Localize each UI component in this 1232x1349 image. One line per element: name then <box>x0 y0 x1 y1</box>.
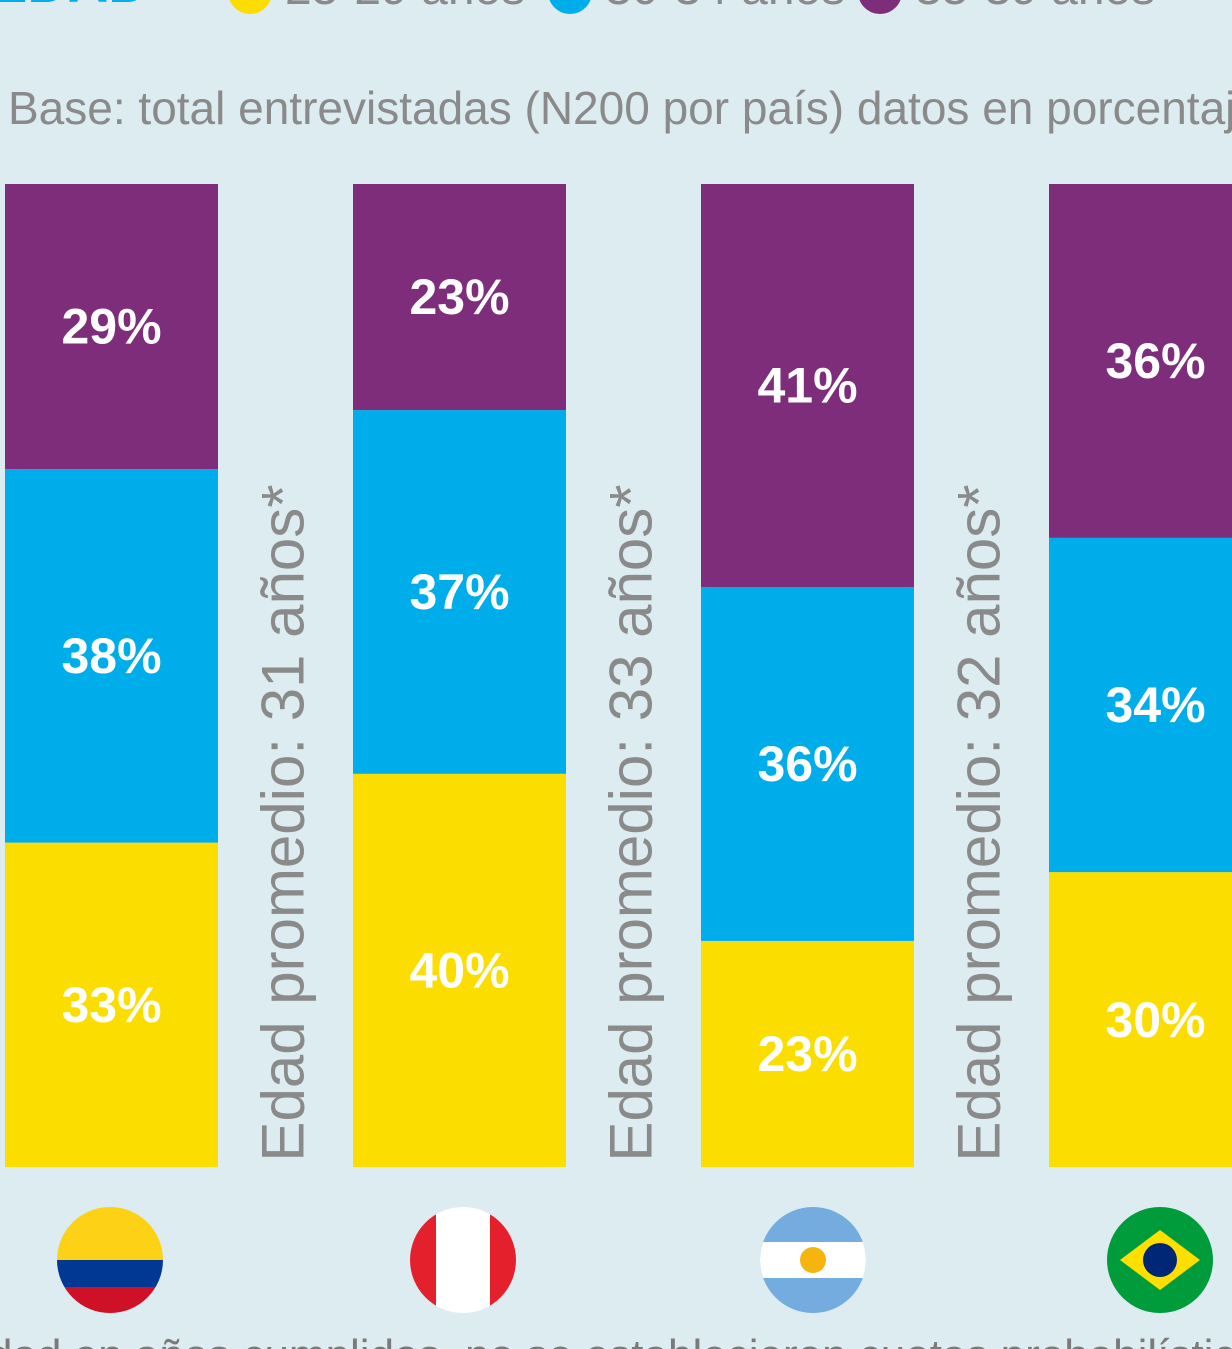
value-label: 34% <box>1105 677 1205 733</box>
bar-segment <box>353 184 566 411</box>
bar-segment <box>5 184 218 470</box>
legend-swatch <box>549 0 591 14</box>
value-label: 36% <box>1105 333 1205 389</box>
legend-label: 25-29 años <box>285 0 525 15</box>
flag-argentina <box>760 1207 866 1313</box>
bar-segment <box>701 587 914 941</box>
flags <box>57 1207 1213 1313</box>
value-label: 29% <box>61 299 161 355</box>
legend-label: 35-39 años <box>915 0 1155 15</box>
value-label: 41% <box>757 358 857 414</box>
bar-segment <box>1049 537 1232 873</box>
value-label: 33% <box>61 977 161 1033</box>
flag-peru <box>410 1207 516 1313</box>
bar-segment <box>353 410 566 774</box>
value-label: 23% <box>409 269 509 325</box>
legend-swatch <box>229 0 271 14</box>
title: EDAD <box>0 0 149 14</box>
value-label: 40% <box>409 943 509 999</box>
legend-label: 30-34 años <box>605 0 845 15</box>
value-label: 30% <box>1105 992 1205 1048</box>
bar-segment <box>701 184 914 588</box>
bar-segment <box>701 940 914 1167</box>
footnote: dad en años cumplidos, no se establecier… <box>0 1331 1232 1349</box>
value-label: 37% <box>409 564 509 620</box>
flag-brazil <box>1107 1207 1213 1313</box>
flag-colombia <box>57 1207 163 1313</box>
bar-segment <box>5 842 218 1167</box>
value-label: 36% <box>757 736 857 792</box>
bar-segment <box>5 469 218 843</box>
average-age-note: Edad promedio: 33 años* <box>597 484 664 1161</box>
bar-segment <box>1049 184 1232 538</box>
value-label: 38% <box>61 628 161 684</box>
value-label: 23% <box>757 1026 857 1082</box>
subtitle: Base: total entrevistadas (N200 por país… <box>8 82 1232 134</box>
bar-segment <box>353 773 566 1167</box>
average-age-note: Edad promedio: 31 años* <box>249 484 316 1161</box>
legend-swatch <box>859 0 901 14</box>
bar-segment <box>1049 872 1232 1167</box>
average-age-note: Edad promedio: 32 años* <box>945 484 1012 1161</box>
